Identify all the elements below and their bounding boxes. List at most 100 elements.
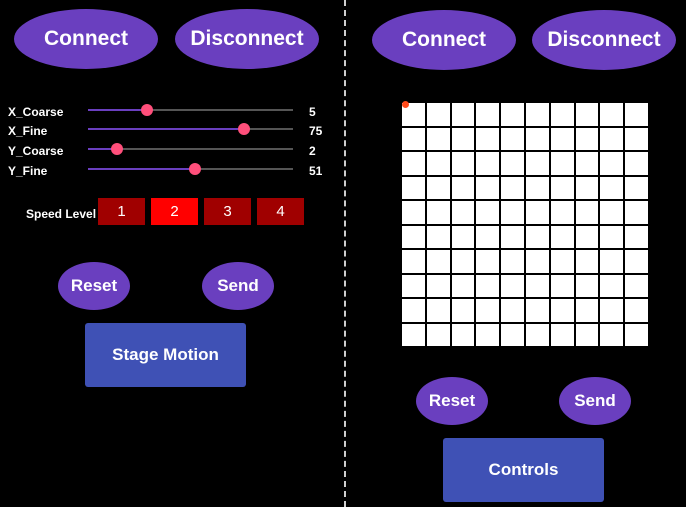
grid-cell[interactable]	[600, 201, 624, 224]
grid-cell[interactable]	[426, 250, 450, 273]
grid-cell[interactable]	[402, 176, 425, 199]
grid-cell[interactable]	[625, 176, 648, 199]
grid-cell[interactable]	[476, 250, 500, 273]
slider-thumb[interactable]	[188, 163, 201, 175]
right-connect-button[interactable]: Connect	[372, 10, 516, 70]
grid-cell[interactable]	[402, 127, 425, 150]
slider-track[interactable]	[88, 123, 293, 135]
grid-cell[interactable]	[525, 250, 549, 273]
slider-thumb[interactable]	[141, 104, 154, 116]
grid-cell[interactable]	[476, 323, 500, 346]
grid-cell[interactable]	[402, 250, 425, 273]
grid-cell[interactable]	[525, 299, 549, 322]
right-reset-button[interactable]: Reset	[416, 377, 488, 425]
left-reset-button[interactable]: Reset	[58, 262, 130, 310]
grid-cell[interactable]	[426, 201, 450, 224]
grid-cell[interactable]	[501, 250, 524, 273]
grid-cell[interactable]	[525, 323, 549, 346]
grid-cell[interactable]	[451, 152, 475, 175]
grid-cell[interactable]	[600, 274, 624, 297]
grid-cell[interactable]	[550, 201, 574, 224]
grid-cell[interactable]	[402, 299, 425, 322]
grid-cell[interactable]	[600, 323, 624, 346]
grid-cell[interactable]	[426, 323, 450, 346]
grid-cell[interactable]	[501, 152, 524, 175]
slider-track[interactable]	[88, 104, 293, 116]
grid-cell[interactable]	[426, 299, 450, 322]
grid-cell[interactable]	[600, 176, 624, 199]
grid-cell[interactable]	[550, 152, 574, 175]
grid-cell[interactable]	[501, 127, 524, 150]
speed-level-3-button[interactable]: 3	[204, 198, 251, 225]
slider-track[interactable]	[88, 163, 293, 175]
grid-cell[interactable]	[451, 225, 475, 248]
grid-cell[interactable]	[426, 103, 450, 126]
grid-cell[interactable]	[600, 250, 624, 273]
grid-cell[interactable]	[625, 225, 648, 248]
grid-cell[interactable]	[625, 274, 648, 297]
grid-cell[interactable]	[525, 152, 549, 175]
grid-cell[interactable]	[451, 103, 475, 126]
grid-cell[interactable]	[476, 152, 500, 175]
left-disconnect-button[interactable]: Disconnect	[175, 9, 319, 69]
grid-cell[interactable]	[501, 299, 524, 322]
grid-cell[interactable]	[550, 323, 574, 346]
grid-cell[interactable]	[402, 225, 425, 248]
grid-cell[interactable]	[402, 152, 425, 175]
speed-level-1-button[interactable]: 1	[98, 198, 145, 225]
grid-cell[interactable]	[476, 201, 500, 224]
grid-cell[interactable]	[451, 176, 475, 199]
grid-cell[interactable]	[476, 127, 500, 150]
grid-cell[interactable]	[451, 127, 475, 150]
grid-cell[interactable]	[501, 176, 524, 199]
grid-cell[interactable]	[501, 274, 524, 297]
grid-cell[interactable]	[625, 127, 648, 150]
left-send-button[interactable]: Send	[202, 262, 274, 310]
grid-cell[interactable]	[550, 176, 574, 199]
slider-thumb[interactable]	[237, 123, 250, 135]
grid-cell[interactable]	[600, 299, 624, 322]
grid-cell[interactable]	[402, 103, 425, 126]
grid-cell[interactable]	[476, 274, 500, 297]
right-disconnect-button[interactable]: Disconnect	[532, 10, 676, 70]
grid-cell[interactable]	[550, 299, 574, 322]
grid-cell[interactable]	[501, 201, 524, 224]
grid-cell[interactable]	[625, 323, 648, 346]
grid-cell[interactable]	[550, 225, 574, 248]
grid-cell[interactable]	[451, 299, 475, 322]
grid-cell[interactable]	[501, 323, 524, 346]
grid-cell[interactable]	[575, 299, 599, 322]
grid-cell[interactable]	[451, 201, 475, 224]
grid-cell[interactable]	[550, 127, 574, 150]
grid-cell[interactable]	[625, 299, 648, 322]
slider-thumb[interactable]	[110, 143, 123, 155]
grid-cell[interactable]	[501, 225, 524, 248]
grid-cell[interactable]	[550, 274, 574, 297]
grid-cell[interactable]	[451, 323, 475, 346]
grid-cell[interactable]	[625, 152, 648, 175]
grid-cell[interactable]	[476, 299, 500, 322]
grid-cell[interactable]	[476, 103, 500, 126]
speed-level-4-button[interactable]: 4	[257, 198, 304, 225]
grid-cell[interactable]	[600, 225, 624, 248]
grid-cell[interactable]	[525, 225, 549, 248]
position-grid[interactable]	[402, 103, 648, 346]
grid-cell[interactable]	[575, 152, 599, 175]
grid-cell[interactable]	[600, 103, 624, 126]
grid-cell[interactable]	[575, 201, 599, 224]
grid-cell[interactable]	[426, 127, 450, 150]
grid-cell[interactable]	[550, 103, 574, 126]
grid-cell[interactable]	[451, 250, 475, 273]
grid-cell[interactable]	[476, 176, 500, 199]
grid-cell[interactable]	[402, 201, 425, 224]
grid-cell[interactable]	[575, 250, 599, 273]
grid-cell[interactable]	[600, 152, 624, 175]
grid-cell[interactable]	[426, 152, 450, 175]
grid-cell[interactable]	[525, 201, 549, 224]
grid-cell[interactable]	[625, 201, 648, 224]
grid-cell[interactable]	[451, 274, 475, 297]
left-connect-button[interactable]: Connect	[14, 9, 158, 69]
grid-cell[interactable]	[525, 274, 549, 297]
grid-cell[interactable]	[575, 127, 599, 150]
right-send-button[interactable]: Send	[559, 377, 631, 425]
